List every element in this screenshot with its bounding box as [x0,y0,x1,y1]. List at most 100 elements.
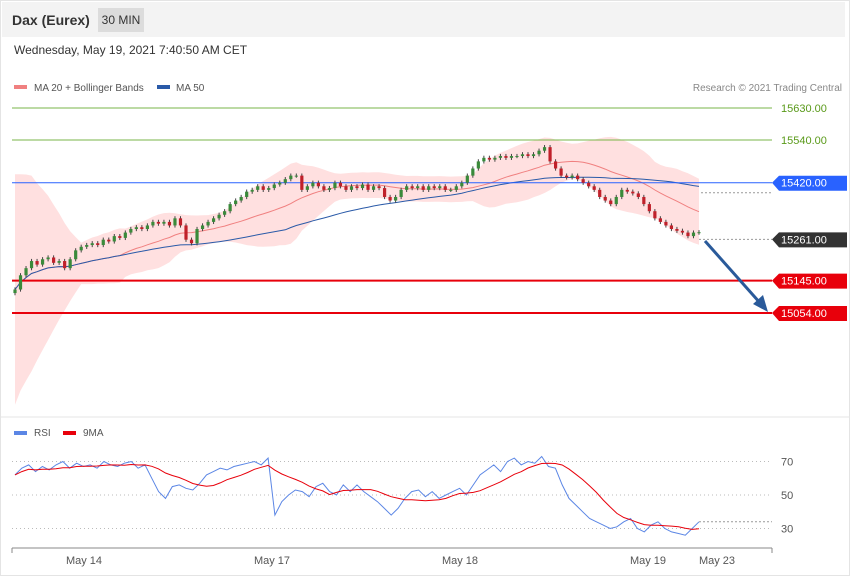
forecast-arrow [703,240,768,312]
candle-body [289,175,293,180]
candle-body [195,229,199,244]
candle-body [24,268,28,276]
ma20-legend-swatch [14,85,27,89]
rsi-legend-label: RSI [34,428,51,439]
copyright-label: Research © 2021 Trading Central [693,83,842,94]
candle-body [234,200,238,205]
candle-body [421,186,425,190]
candle-body [382,188,387,197]
candle-body [576,175,580,180]
candle-body [228,204,232,212]
candle-body [509,156,514,158]
candle-body [653,211,657,219]
level-lines [12,107,772,314]
candle-body [52,257,56,263]
candle-body [96,243,100,246]
candle-body [377,186,381,189]
rsi-line [14,455,700,536]
candle-body [68,259,72,269]
candle-body [614,196,618,205]
candle-body [300,175,304,190]
forecast-arrow-head [753,295,768,312]
candle-body [537,150,541,155]
candle-body [145,225,149,230]
candle-body [57,261,61,263]
candle-body [443,186,447,190]
candle-body [658,218,662,222]
candle-body [438,186,442,189]
price-tag-pivot [772,175,847,191]
candle-body [636,193,640,197]
x-axis-label: May 18 [442,555,478,567]
candle-body [311,182,315,187]
candle-body [200,225,205,230]
candle-body [18,275,23,290]
candle-body [355,186,359,189]
candle-body [416,186,420,189]
candle-body [625,189,629,192]
candle-body [449,189,453,191]
candle-body [669,225,674,230]
candle-body [531,154,536,157]
rsi-gridlines: 70 50 30 [12,457,793,536]
level-label: 15540.00 [781,135,827,147]
rsi-ma-line [14,462,700,530]
candle-body [184,225,188,240]
candle-body [261,186,265,190]
candle-body [349,186,354,190]
candle-body [587,182,591,187]
candle-body [432,186,436,189]
candle-body [515,156,519,158]
candle-body [427,186,431,190]
candle-body [112,236,116,242]
candle-body [267,188,271,190]
candle-body [162,221,166,224]
candle-body [156,221,161,224]
bollinger-band-area [15,136,699,405]
candle-body [399,189,403,197]
candle-body [388,196,392,201]
x-axis-label: May 23 [699,555,735,567]
candle-body [29,261,34,269]
candle-body [631,191,635,194]
candle-body [338,182,343,187]
price-tag-support [772,273,847,289]
candle-body [217,214,221,219]
ma9-legend-swatch [63,431,76,435]
candle-body [178,218,183,226]
candle-body [101,239,105,246]
candle-body [278,182,282,185]
candle-body [691,232,696,237]
candlesticks [13,145,701,296]
candle-body [548,147,552,162]
ma9-legend-label: 9MA [83,428,104,439]
candle-body [520,154,525,157]
candle-body [476,161,480,169]
candle-body [35,261,39,265]
candle-body [189,239,194,244]
candle-body [493,157,497,160]
instrument-title: Dax (Eurex) [12,12,90,28]
candle-body [206,221,210,226]
candle-body [697,232,701,234]
candle-body [344,186,348,190]
candle-body [471,168,475,176]
x-axis-labels: May 14 May 17 May 18 May 19 May 23 [66,555,735,567]
timeframe-button[interactable]: 30 MIN [98,8,144,32]
candle-body [526,154,530,157]
candle-body [256,186,260,190]
candle-body [460,182,464,187]
candle-body [129,229,133,233]
candle-body [664,221,668,226]
candle-body [107,239,111,242]
candle-body [250,189,254,192]
candle-body [40,259,45,265]
candle-body [245,191,249,197]
candle-body [90,243,94,246]
candle-body [598,189,602,197]
candle-body [360,184,365,189]
price-tag-last-price [772,232,847,248]
candle-body [482,157,486,162]
price-tag-label: 15054.00 [781,308,827,320]
